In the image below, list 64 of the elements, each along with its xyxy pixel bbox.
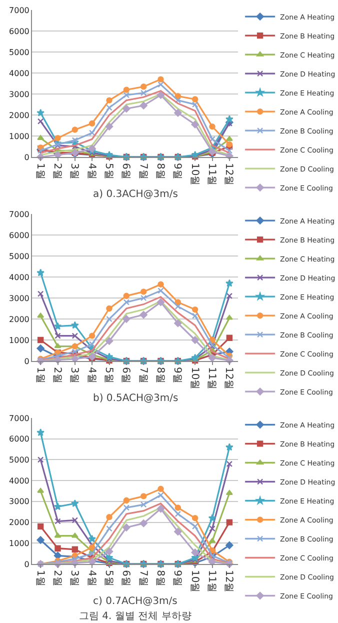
x-tick-label: 5월: [103, 163, 114, 180]
y-tick-label: 7000: [9, 6, 30, 15]
x-tick-label: 12월: [223, 163, 234, 186]
y-tick-label: 5000: [9, 456, 30, 465]
x-tick-label: 2월: [52, 570, 62, 586]
y-tick-label: 6000: [9, 26, 30, 36]
text: b) 0.5ACH@3m/s: [93, 393, 178, 404]
x-tick-label: 8월: [154, 570, 166, 586]
y-tick-label: 5000: [9, 48, 30, 57]
x-tick-label: 10월: [188, 570, 200, 593]
y-tick-label: 0: [24, 356, 30, 366]
x-tick-label: 6월: [120, 367, 132, 384]
y-tick-label: 2000: [9, 518, 30, 528]
y-tick-label: 6000: [9, 230, 30, 240]
caption: 그림 4. 월별 전체 부하량: [79, 611, 192, 622]
x-tick-label: 5월: [103, 367, 114, 384]
x-tick-label: 7월: [137, 163, 148, 180]
y-tick-label: 7000: [9, 414, 30, 423]
x-tick-label: 3월: [68, 367, 80, 384]
y-tick-label: 2000: [9, 314, 30, 324]
y-tick-label: 7000: [9, 210, 30, 219]
x-tick-label: 12월: [223, 367, 234, 390]
x-tick-label: 9월: [172, 367, 183, 384]
y-tick-label: 0: [24, 152, 30, 162]
x-tick-label: 10월: [188, 163, 200, 186]
x-tick-label: 2월: [52, 163, 62, 180]
x-tick-label: 10월: [188, 367, 200, 390]
x-tick-label: 11월: [206, 163, 217, 186]
text: a) 0.3ACH@3m/s: [93, 189, 178, 200]
x-tick-label: 1월: [34, 570, 46, 586]
y-tick-label: 1000: [9, 538, 30, 548]
y-tick-label: 1000: [9, 132, 30, 141]
x-tick-label: 9월: [172, 163, 183, 180]
x-tick-label: 6월: [120, 163, 132, 180]
x-tick-label: 3월: [68, 570, 80, 586]
x-tick-label: 1월: [34, 163, 46, 180]
x-tick-label: 7월: [137, 367, 148, 384]
y-tick-label: 4000: [9, 272, 30, 282]
x-tick-label: 12월: [223, 570, 234, 593]
x-tick-label: 8월: [154, 367, 166, 384]
y-tick-label: 6000: [9, 434, 30, 444]
x-tick-label: 3월: [68, 163, 80, 180]
x-tick-label: 2월: [52, 367, 62, 384]
x-tick-label: 1월: [34, 367, 46, 384]
x-tick-label: 6월: [120, 570, 132, 586]
x-tick-label: 8월: [154, 163, 166, 180]
y-tick-label: 1000: [9, 336, 30, 345]
y-tick-label: 3000: [9, 90, 30, 99]
x-tick-label: 9월: [172, 570, 183, 586]
x-tick-label: 11월: [206, 367, 217, 390]
x-tick-label: 4월: [86, 367, 97, 384]
x-tick-label: 4월: [86, 163, 97, 180]
text: c) 0.7ACH@3m/s: [93, 596, 178, 607]
y-tick-label: 3000: [9, 294, 30, 303]
x-tick-label: 11월: [206, 570, 217, 593]
y-tick-label: 0: [24, 560, 30, 569]
y-tick-label: 5000: [9, 252, 30, 261]
x-tick-label: 5월: [103, 570, 114, 586]
y-tick-label: 4000: [9, 476, 30, 486]
y-tick-label: 3000: [9, 497, 30, 506]
y-tick-label: 4000: [9, 68, 30, 78]
y-tick-label: 2000: [9, 110, 30, 120]
x-tick-label: 7월: [137, 570, 148, 586]
x-tick-label: 4월: [86, 570, 97, 586]
